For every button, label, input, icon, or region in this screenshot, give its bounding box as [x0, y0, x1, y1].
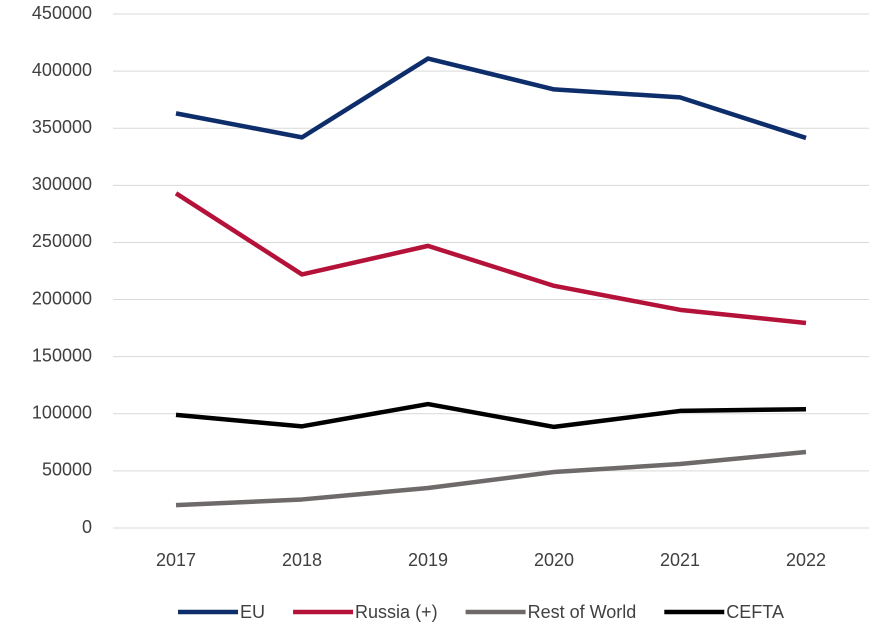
x-tick-label: 2017 — [156, 550, 196, 570]
x-tick-label: 2020 — [534, 550, 574, 570]
y-tick-label: 400000 — [32, 60, 92, 80]
y-tick-label: 0 — [82, 517, 92, 537]
series-line — [174, 191, 807, 326]
x-tick-label: 2019 — [408, 550, 448, 570]
y-tick-label: 150000 — [32, 345, 92, 365]
legend-label: Russia (+) — [355, 602, 438, 622]
x-tick-label: 2021 — [660, 550, 700, 570]
legend-label: EU — [240, 602, 265, 622]
y-tick-label: 450000 — [32, 3, 92, 23]
series-line — [175, 56, 807, 141]
x-tick-label: 2018 — [282, 550, 322, 570]
y-tick-label: 250000 — [32, 231, 92, 251]
y-tick-label: 100000 — [32, 403, 92, 423]
y-tick-label: 350000 — [32, 117, 92, 137]
series-line — [175, 449, 807, 508]
y-tick-label: 50000 — [42, 460, 92, 480]
legend-label: Rest of World — [528, 602, 637, 622]
y-tick-label: 200000 — [32, 288, 92, 308]
y-tick-label: 300000 — [32, 174, 92, 194]
legend-label: CEFTA — [726, 602, 784, 622]
x-tick-label: 2022 — [786, 550, 826, 570]
series-line — [175, 401, 807, 430]
